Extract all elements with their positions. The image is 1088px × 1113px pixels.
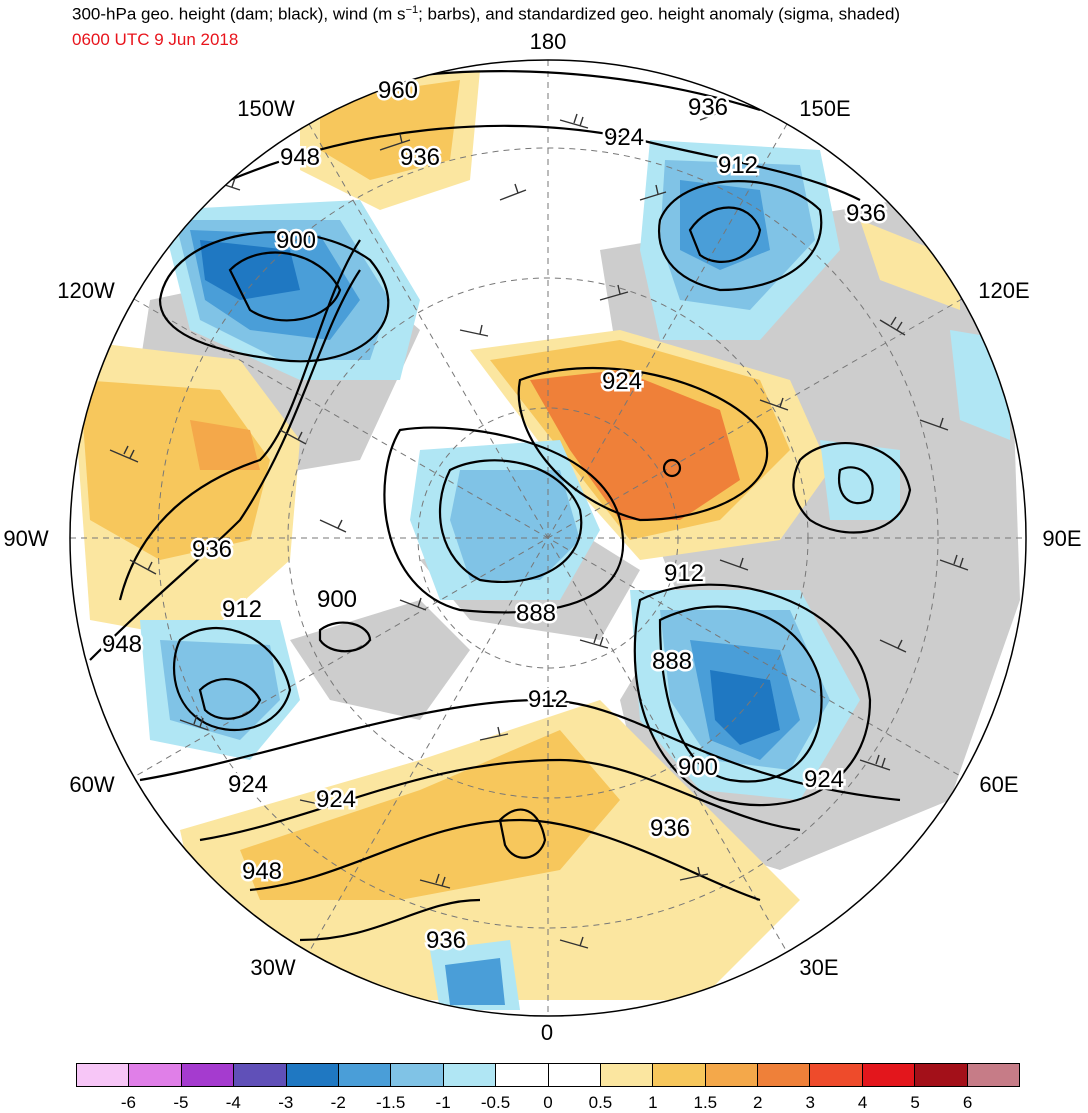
valid-time: 0600 UTC 9 Jun 2018	[72, 30, 239, 49]
colorbar-tick-label: 2	[753, 1093, 763, 1112]
contour-label: 912	[718, 152, 758, 179]
colorbar-tick-label: 6	[962, 1093, 973, 1112]
contour-label: 912	[528, 686, 568, 713]
lon-label-30w: 30W	[250, 955, 296, 980]
lon-label-60e: 60E	[979, 772, 1019, 797]
contour-label: 900	[678, 754, 718, 781]
colorbar-tick-label: 3	[805, 1093, 815, 1112]
land-shading	[290, 600, 470, 720]
colorbar-tick-label: -6	[120, 1093, 136, 1112]
colorbar-swatch	[862, 1064, 916, 1086]
colorbar-tick-label: 1.5	[693, 1093, 718, 1112]
contour-label: 924	[602, 368, 642, 395]
colorbar-swatch	[915, 1064, 968, 1086]
contour-label: 936	[192, 536, 232, 563]
negative-anomaly	[200, 240, 300, 300]
colorbar-swatch	[705, 1064, 759, 1086]
contour-label: 888	[516, 600, 556, 627]
lon-label-120e: 120E	[978, 278, 1030, 303]
chart-title: 300-hPa geo. height (dam; black), wind (…	[72, 4, 901, 24]
lon-label-90e: 90E	[1042, 526, 1082, 551]
contour-label: 936	[846, 200, 886, 227]
colorbar-tick-label: -0.5	[480, 1093, 511, 1112]
contour-label: 936	[400, 144, 440, 171]
contour-label: 924	[804, 766, 844, 793]
colorbar-swatch	[600, 1064, 654, 1086]
positive-anomaly	[860, 220, 960, 310]
colorbar-tick-label: -3	[278, 1093, 294, 1112]
colorbar-swatch	[391, 1064, 444, 1086]
contour-label: 924	[316, 786, 356, 813]
colorbar-swatch	[77, 1064, 130, 1086]
lon-label-90w: 90W	[3, 526, 49, 551]
contour-label: 900	[317, 586, 357, 613]
contour-label: 936	[650, 815, 690, 842]
contour-label: 948	[280, 144, 320, 171]
negative-anomaly	[450, 470, 580, 580]
colorbar-swatch	[181, 1064, 235, 1086]
positive-anomaly	[80, 380, 270, 560]
colorbar-tick-label: -5	[173, 1093, 189, 1112]
contour-label: 912	[664, 560, 704, 587]
colorbar-tick-label: -4	[225, 1093, 241, 1112]
negative-anomaly	[160, 640, 280, 740]
polar-map: 960 936 948 936 924 912 936 900 924 936 …	[69, 59, 1027, 1017]
colorbar-swatch	[338, 1064, 392, 1086]
anomaly-colorbar	[76, 1063, 1020, 1087]
height-contours	[89, 70, 912, 942]
lon-label-30e: 30E	[799, 955, 839, 980]
graticule	[70, 60, 1026, 1016]
positive-anomaly	[190, 420, 260, 470]
positive-anomaly	[530, 370, 740, 520]
colorbar-swatch	[548, 1064, 601, 1086]
lon-label-150w: 150W	[237, 96, 295, 121]
colorbar-tick-label: -1.5	[376, 1093, 406, 1112]
colorbar-swatch	[234, 1064, 287, 1086]
lon-label-180: 180	[529, 29, 567, 54]
colorbar-swatch	[758, 1064, 811, 1086]
contour-label: 912	[222, 596, 262, 623]
positive-anomaly	[320, 80, 460, 180]
colorbar-tick-label: 0	[543, 1093, 553, 1112]
colorbar-tick-label: 0.5	[588, 1093, 613, 1112]
wind-barbs	[109, 103, 969, 949]
negative-anomaly	[820, 440, 900, 520]
colorbar-tick-label: 1	[648, 1093, 658, 1112]
contour-label: 900	[276, 227, 316, 254]
contour-label: 888	[652, 648, 692, 675]
contour-label: 948	[242, 858, 282, 885]
colorbar-swatch	[129, 1064, 182, 1086]
contour-label: 924	[228, 771, 268, 798]
lon-label-60w: 60W	[69, 772, 115, 797]
colorbar-swatch	[496, 1064, 549, 1086]
negative-anomaly	[445, 958, 505, 1005]
colorbar-tick-label: 4	[857, 1093, 868, 1112]
colorbar-swatch	[810, 1064, 863, 1086]
colorbar-tick-label: 5	[910, 1093, 920, 1112]
colorbar-swatch	[967, 1064, 1020, 1086]
contour-label: 960	[378, 77, 418, 104]
map-border	[69, 59, 1027, 1017]
colorbar-tick-label: -1	[435, 1093, 451, 1112]
contour-label: 936	[426, 927, 466, 954]
contour-label: 948	[102, 631, 142, 658]
contour-label: 924	[604, 124, 644, 151]
colorbar-swatch	[286, 1064, 339, 1086]
colorbar-swatch	[653, 1064, 706, 1086]
colorbar-swatch	[443, 1064, 497, 1086]
lon-label-120w: 120W	[57, 278, 115, 303]
contour-label: 936	[688, 94, 728, 121]
lon-label-150e: 150E	[799, 96, 851, 121]
lon-label-0: 0	[540, 1020, 554, 1045]
colorbar-tick-label: -2	[330, 1093, 346, 1112]
